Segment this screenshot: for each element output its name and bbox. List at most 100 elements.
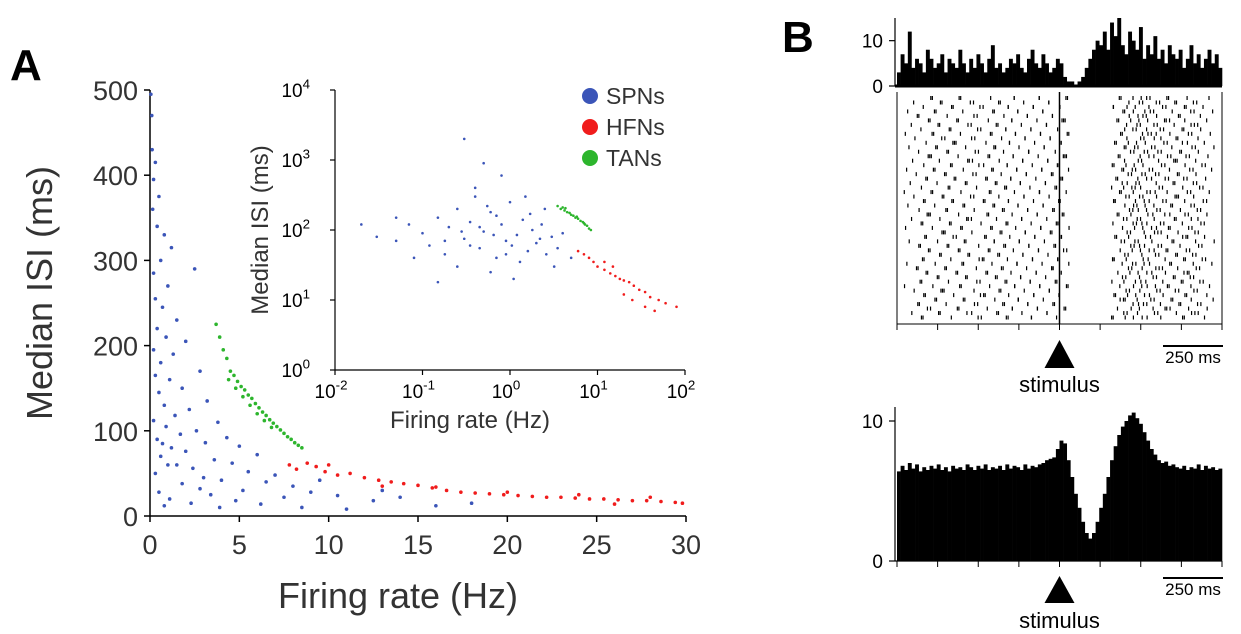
psth-bar xyxy=(1063,443,1068,561)
main-point-spns xyxy=(157,194,161,199)
main-point-tans xyxy=(260,410,265,414)
inset-point-spns xyxy=(478,246,481,250)
inset-y-tick-label-base: 10 xyxy=(281,81,302,102)
main-point-hfns xyxy=(444,488,449,493)
main-point-tans xyxy=(275,424,279,429)
inset-point-spns xyxy=(569,256,573,260)
inset-point-tans xyxy=(564,206,567,210)
main-point-hfns xyxy=(573,496,578,500)
inset-point-hfns xyxy=(576,249,580,253)
main-y-tick-label: 0 xyxy=(123,502,138,532)
raster-scalebar-label: 250 ms xyxy=(1165,348,1221,367)
psth-bar xyxy=(1153,454,1158,561)
inset-x-tick-label-base: 10 xyxy=(667,382,688,403)
main-point-spns xyxy=(398,495,402,500)
psth-bar xyxy=(976,465,981,561)
inset-point-spns xyxy=(504,252,508,256)
raster-hist-bar xyxy=(1203,58,1208,86)
inset-point-tans xyxy=(575,215,579,218)
raster-hist-bar xyxy=(1164,63,1169,86)
psth-bar xyxy=(1052,457,1057,561)
chart-b-raster: 0 10 stimulus 250 ms xyxy=(862,18,1223,397)
inset-point-hfns xyxy=(622,279,626,282)
main-point-hfns xyxy=(505,490,510,494)
psth-bar xyxy=(1149,449,1154,561)
main-point-spns xyxy=(160,305,165,310)
raster-hist-bar xyxy=(1045,63,1049,86)
inset-point-tans xyxy=(572,214,575,218)
inset-point-spns xyxy=(489,210,492,214)
inset-x-axis-label: Firing rate (Hz) xyxy=(390,407,550,434)
raster-hist-bar xyxy=(1124,54,1129,86)
main-point-spns xyxy=(203,440,208,445)
main-point-spns xyxy=(380,488,385,493)
psth-bar xyxy=(962,470,966,561)
main-point-spns xyxy=(166,463,170,467)
raster-hist-bar xyxy=(962,63,966,86)
raster-hist-bar xyxy=(1171,54,1176,86)
raster-hist-bar xyxy=(1149,54,1154,86)
psth-y-tick-label: 0 xyxy=(872,552,883,573)
main-point-hfns xyxy=(612,502,617,506)
raster-hist-bar xyxy=(1102,31,1107,87)
raster-hist-bar xyxy=(922,72,927,86)
main-point-spns xyxy=(191,466,195,471)
inset-point-spns xyxy=(528,212,532,216)
raster-hist-bar xyxy=(1182,67,1187,86)
inset-x-tick-label-exp: 0 xyxy=(513,377,520,392)
raster-hist-bar xyxy=(980,63,984,86)
inset-y-tick-label-exp: 1 xyxy=(303,286,310,301)
psth-bar xyxy=(1175,467,1179,561)
inset-point-hfns xyxy=(614,274,617,278)
raster-stimulus-label: stimulus xyxy=(1019,372,1100,397)
inset-point-spns xyxy=(535,241,538,245)
psth-bar xyxy=(1110,460,1114,561)
psth-bar xyxy=(1102,493,1107,561)
raster-hist-bar xyxy=(907,31,912,87)
psth-bar xyxy=(1081,521,1086,561)
psth-bar xyxy=(983,464,988,561)
main-point-spns xyxy=(155,437,159,442)
psth-bar xyxy=(907,463,912,561)
raster-hist-bar xyxy=(1037,67,1042,86)
main-point-spns xyxy=(151,271,156,275)
main-point-spns xyxy=(469,501,474,506)
psth-bar xyxy=(1211,467,1216,561)
inset-point-spns xyxy=(526,249,530,253)
psth-bar xyxy=(1059,440,1064,561)
main-point-spns xyxy=(241,488,245,493)
inset-point-spns xyxy=(412,256,416,260)
raster-hist-bar xyxy=(1106,49,1111,86)
main-point-spns xyxy=(157,490,161,494)
inset-y-tick-label-base: 10 xyxy=(281,361,302,382)
inset-point-spns xyxy=(561,231,564,235)
psth-bar xyxy=(1203,465,1208,561)
main-point-spns xyxy=(282,495,286,500)
inset-point-spns xyxy=(462,237,466,241)
inset-x-tick-label: 101 xyxy=(579,377,608,403)
main-point-hfns xyxy=(335,473,340,477)
main-point-spns xyxy=(273,473,277,477)
inset-x-tick-label-base: 10 xyxy=(402,382,423,403)
raster-hist-bar xyxy=(965,72,970,86)
main-point-spns xyxy=(180,386,184,391)
psth-bar xyxy=(922,467,927,561)
raster-hist-bar xyxy=(915,58,919,86)
main-y-axis-label: Median ISI (ms) xyxy=(19,166,60,420)
psth-bar xyxy=(1135,418,1140,561)
main-point-spns xyxy=(201,475,206,480)
inset-point-spns xyxy=(407,223,411,226)
raster-hist-bar xyxy=(983,72,988,86)
raster-hist-bar xyxy=(1207,49,1212,86)
inset-point-spns xyxy=(489,270,492,274)
inset-x-tick-label: 100 xyxy=(492,377,521,403)
main-point-spns xyxy=(317,478,322,483)
inset-x-tick-label-base: 10 xyxy=(579,382,600,403)
raster-hist-bar xyxy=(1120,45,1125,86)
inset-point-hfns xyxy=(632,284,636,288)
psth-bar xyxy=(918,471,923,561)
inset-x-tick-label-exp: -2 xyxy=(336,377,348,392)
raster-hist-bar xyxy=(904,63,909,86)
main-point-spns xyxy=(169,446,174,450)
main-point-spns xyxy=(212,457,217,462)
